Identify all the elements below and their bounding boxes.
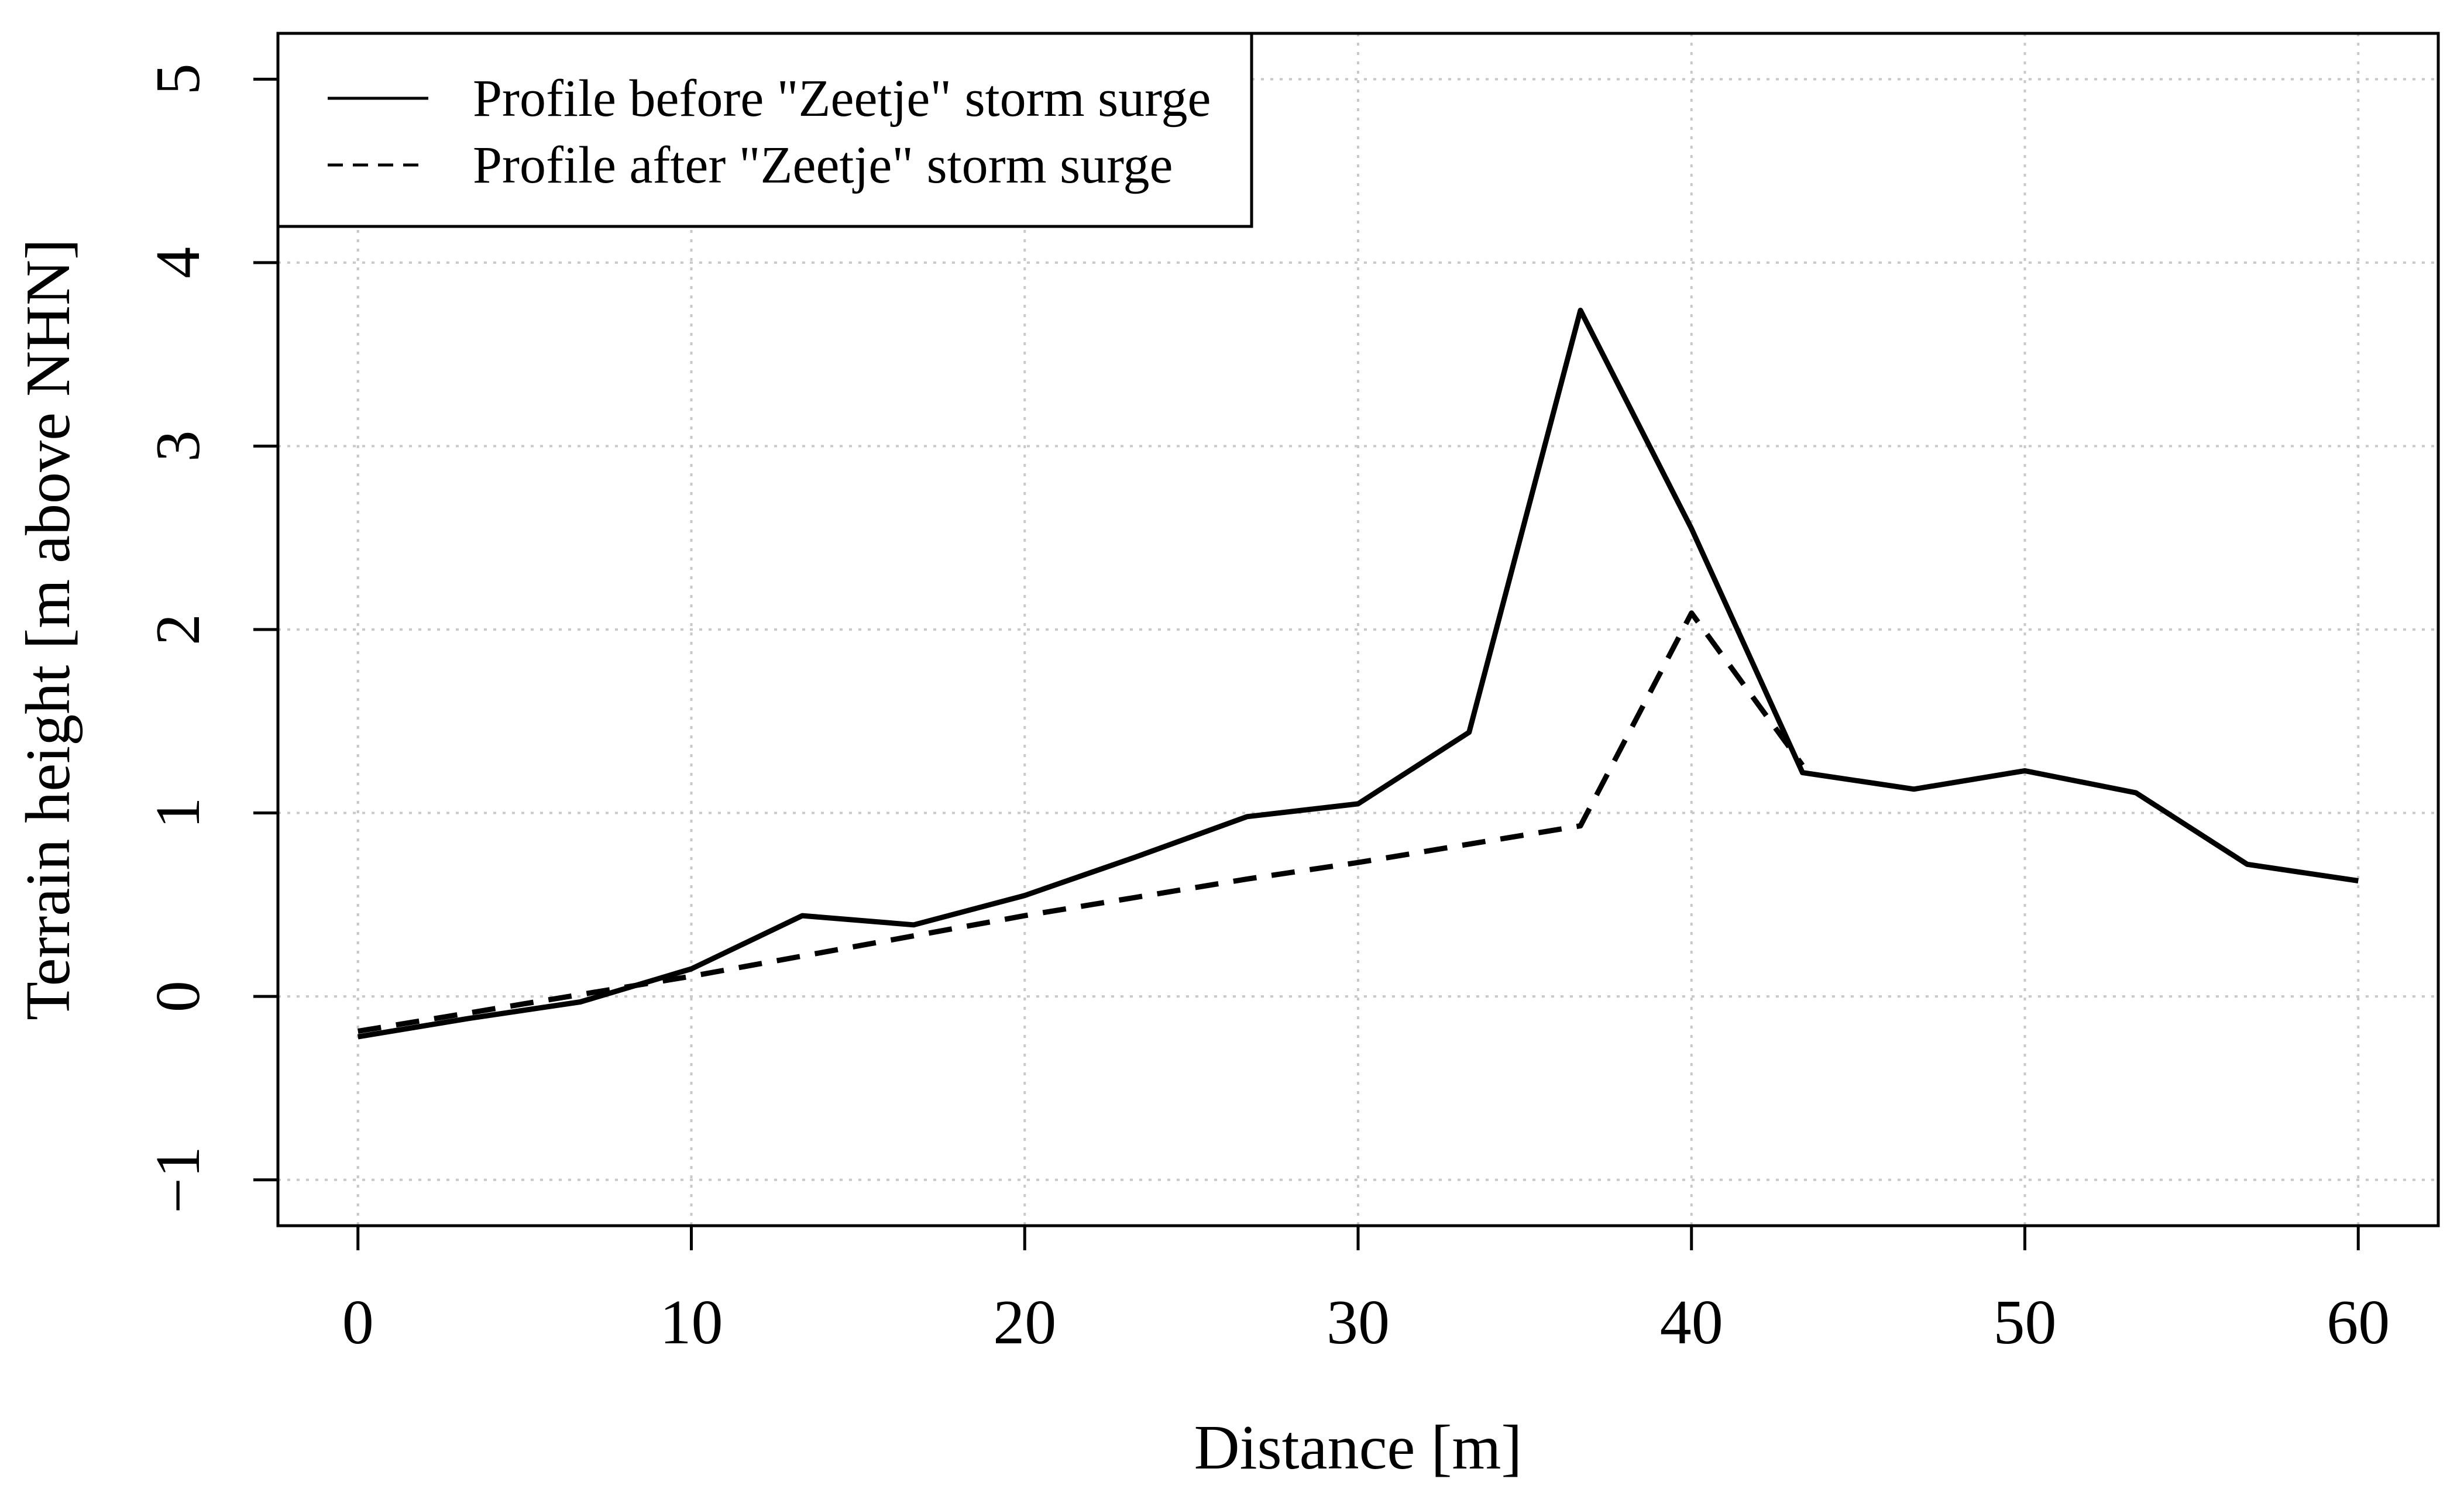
y-tick-label: 3 [143,430,213,462]
series-lines [357,307,2359,1040]
legend-label-before: Profile before "Zeetje" storm surge [473,70,1211,128]
y-tick-label: −1 [143,1146,213,1213]
legend: Profile before "Zeetje" storm surge Prof… [276,32,1253,228]
series-line-before-storm [357,307,2359,1040]
x-tick-label: 40 [1660,1288,1723,1357]
series-line-after-storm [357,610,1805,1034]
x-axis-label: Distance [m] [1194,1413,1523,1483]
x-tick-label: 0 [342,1288,374,1357]
legend-box [276,32,1253,228]
y-axis: −1 0 1 2 3 4 5 [143,63,278,1213]
grid-lines [278,33,2438,1226]
x-tick-label: 20 [993,1288,1056,1357]
x-tick-label: 10 [659,1288,723,1357]
y-tick-label: 2 [143,614,213,645]
x-axis: 0 10 20 30 40 50 60 [342,1226,2390,1357]
y-axis-label: Terrain height [m above NHN] [13,239,83,1020]
y-tick-label: 1 [143,797,213,829]
y-tick-label: 0 [143,981,213,1012]
x-tick-label: 30 [1326,1288,1390,1357]
y-tick-label: 5 [143,63,213,95]
x-tick-label: 60 [2326,1288,2390,1357]
legend-label-after: Profile after "Zeetje" storm surge [473,136,1173,194]
y-tick-label: 4 [143,247,213,278]
x-tick-label: 50 [1994,1288,2057,1357]
